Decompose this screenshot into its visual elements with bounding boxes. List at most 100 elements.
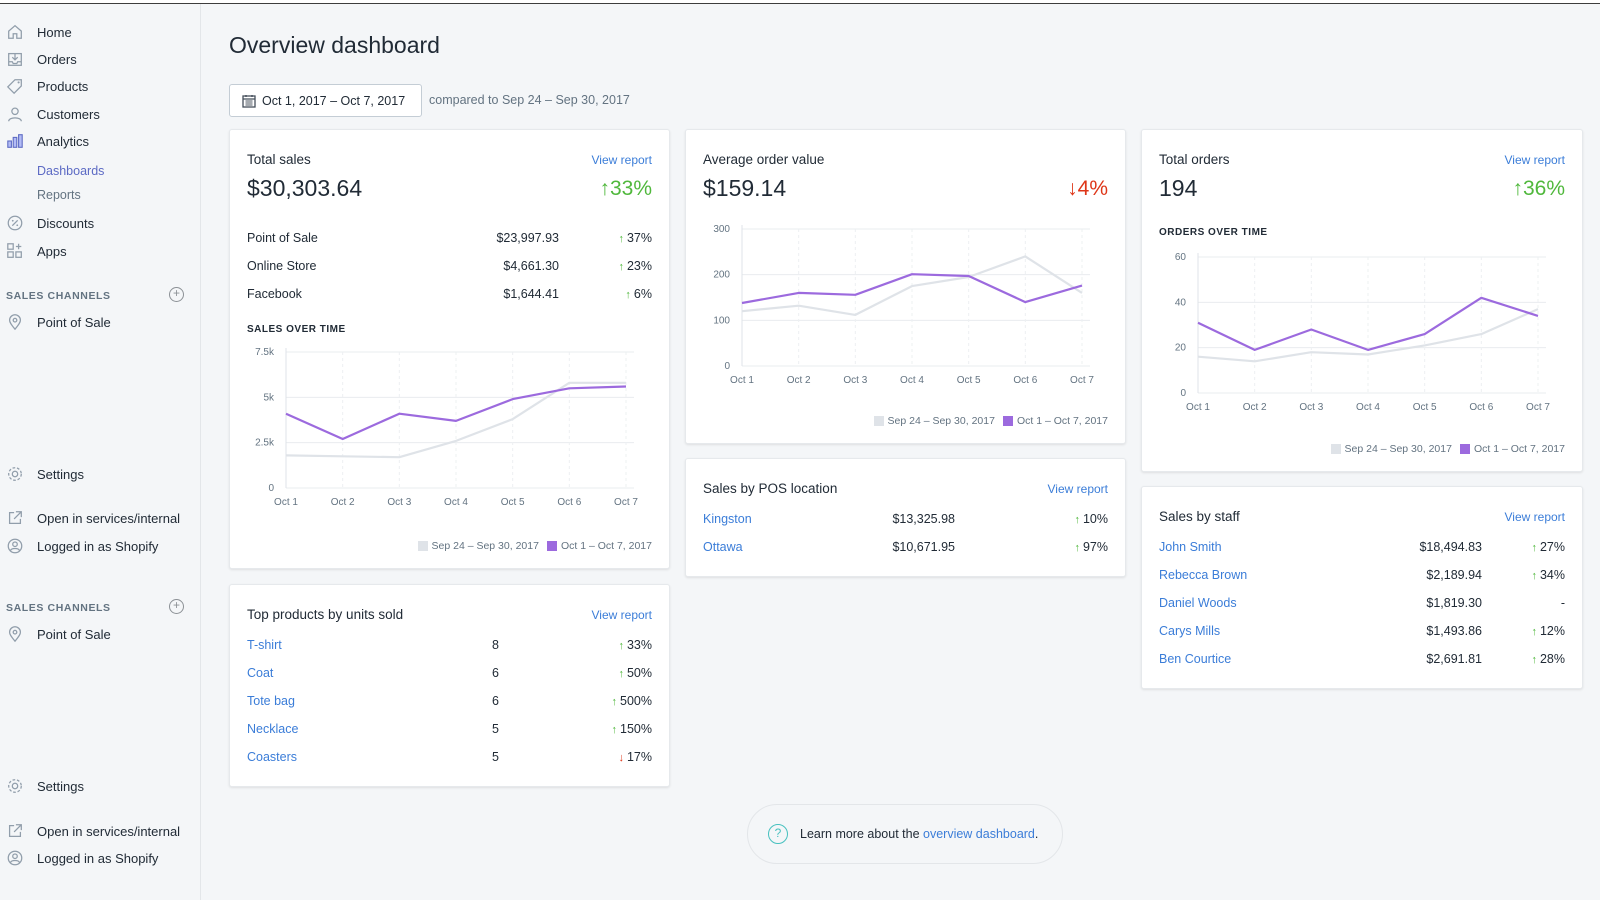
row-pct-value: 150% [620, 722, 652, 736]
gear-icon [5, 464, 25, 484]
x-tick-label: Oct 7 [1526, 402, 1550, 413]
nav-dashboards[interactable]: Dashboards [37, 164, 105, 178]
total-sales-change: ↑33% [599, 177, 652, 201]
nav-discounts[interactable]: Discounts [0, 211, 94, 235]
row-value: $1,819.30 [1426, 596, 1482, 610]
row-name-link[interactable]: Coat [247, 666, 274, 680]
row-pct: ↑ 150% [612, 722, 652, 736]
tag-icon [5, 76, 25, 96]
gear-icon [5, 776, 25, 796]
nav-logged-in-2[interactable]: Logged in as Shopify [0, 846, 158, 870]
x-tick-label: Oct 4 [444, 497, 468, 508]
window-top-border [0, 0, 1600, 4]
x-tick-label: Oct 6 [1469, 402, 1493, 413]
row-pct: ↑ 97% [1074, 540, 1108, 554]
row-name-link[interactable]: Necklace [247, 722, 299, 736]
date-range-label: Oct 1, 2017 – Oct 7, 2017 [262, 93, 406, 108]
sales-row-value: $23,997.93 [496, 231, 559, 245]
row-pct: ↑ 34% [1531, 568, 1565, 582]
home-icon [5, 22, 25, 42]
row-value: $10,671.95 [892, 540, 955, 554]
nav-point-of-sale[interactable]: Point of Sale [0, 310, 111, 334]
nav-logged-in[interactable]: Logged in as Shopify [0, 534, 158, 558]
row-name-link[interactable]: Daniel Woods [1159, 596, 1237, 610]
row-name-link[interactable]: Ben Courtice [1159, 652, 1232, 666]
row-name-link[interactable]: John Smith [1159, 540, 1222, 554]
total-orders-view-report[interactable]: View report [1504, 153, 1565, 167]
row-name-link[interactable]: Ottawa [703, 540, 743, 554]
nav-products[interactable]: Products [0, 74, 88, 98]
nav-customers[interactable]: Customers [0, 102, 100, 126]
row-name-link[interactable]: Carys Mills [1159, 624, 1221, 638]
legend-curr-label: Oct 1 – Oct 7, 2017 [1473, 443, 1565, 455]
row-name-link[interactable]: T-shirt [247, 638, 282, 652]
pos-view-report[interactable]: View report [1047, 482, 1108, 496]
user-circle-icon [5, 536, 25, 556]
add-channel-icon[interactable]: + [169, 287, 184, 302]
total-sales-card: Total sales View report $30,303.64 ↑33% … [229, 129, 670, 569]
row-name-link[interactable]: Rebecca Brown [1159, 568, 1248, 582]
arrow-up-icon: ↑ [618, 640, 624, 652]
row-pct: ↑ 28% [1531, 652, 1565, 666]
row-pct: ↑ 27% [1531, 540, 1565, 554]
total-sales-view-report[interactable]: View report [591, 153, 652, 167]
x-tick-label: Oct 6 [557, 497, 581, 508]
y-tick-label: 60 [1175, 252, 1187, 263]
arrow-up-icon: ↑ [611, 696, 618, 708]
y-tick-label: 100 [713, 315, 730, 326]
y-tick-label: 0 [1180, 388, 1186, 399]
overview-dashboard-link[interactable]: overview dashboard [923, 827, 1035, 841]
nav-open-internal-label: Open in services/internal [37, 510, 181, 526]
nav-settings-label-2: Settings [37, 778, 84, 794]
apps-icon [5, 241, 25, 261]
date-range-button[interactable]: Oct 1, 2017 – Oct 7, 2017 [229, 84, 422, 117]
nav-orders[interactable]: Orders [0, 47, 77, 71]
x-tick-label: Oct 2 [331, 497, 355, 508]
nav-open-internal-2[interactable]: Open in services/internal [0, 819, 180, 843]
arrow-up-icon: ↑ [618, 668, 624, 680]
x-tick-label: Oct 3 [843, 375, 867, 386]
sales-row-value: $1,644.41 [503, 287, 559, 301]
row-pct-value: 97% [1082, 540, 1108, 554]
nav-open-internal[interactable]: Open in services/internal [0, 506, 180, 530]
nav-open-internal-label-2: Open in services/internal [37, 823, 181, 839]
nav-analytics[interactable]: Analytics [0, 129, 89, 153]
series-curr-line [741, 273, 1083, 305]
y-tick-label: 20 [1175, 343, 1187, 354]
total-sales-title: Total sales [247, 152, 311, 167]
compare-text: compared to Sep 24 – Sep 30, 2017 [429, 93, 630, 107]
row-name-link[interactable]: Tote bag [247, 694, 295, 708]
help-footer: ? Learn more about the overview dashboar… [747, 804, 1063, 864]
row-name-link[interactable]: Kingston [703, 512, 752, 526]
nav-apps[interactable]: Apps [0, 239, 67, 263]
x-tick-label: Oct 3 [1299, 402, 1323, 413]
legend-swatch-prev [873, 416, 884, 426]
nav-point-of-sale-2[interactable]: Point of Sale [0, 622, 111, 646]
orders-over-time-label: ORDERS OVER TIME [1159, 227, 1268, 238]
legend-prev-label: Sep 24 – Sep 30, 2017 [1344, 443, 1452, 455]
arrow-up-icon: ↑ [1531, 542, 1537, 554]
add-channel-icon-2[interactable]: + [169, 599, 184, 614]
staff-view-report[interactable]: View report [1504, 510, 1565, 524]
nav-settings[interactable]: Settings [0, 462, 84, 486]
aov-chart: 0 100 200 300 Oct 1 Oct 2 Oct 3 Oct 4 Oct 5 Oct 6… [713, 224, 1094, 386]
question-icon: ? [768, 824, 788, 844]
orders-over-time-chart: 0 20 40 60 Oct 1 Oct 2 Oct 3 Oct 4 Oct 5 Oct 6 Oct… [1175, 252, 1551, 413]
user-circle-icon [5, 848, 25, 868]
top-products-view-report[interactable]: View report [591, 608, 652, 622]
sales-over-time-label: SALES OVER TIME [247, 324, 346, 335]
total-sales-change-value: 33% [609, 177, 652, 200]
row-name-link[interactable]: Coasters [247, 750, 298, 764]
nav-settings-2[interactable]: Settings [0, 774, 84, 798]
row-value: $2,189.94 [1426, 568, 1482, 582]
y-tick-label: 200 [713, 270, 730, 281]
x-tick-label: Oct 2 [1243, 402, 1267, 413]
aov-card: Average order value $159.14 ↓4% 0 100 200 3… [685, 129, 1126, 444]
sales-row-pct-value: 37% [626, 231, 652, 245]
nav-home[interactable]: Home [0, 20, 72, 44]
nav-reports[interactable]: Reports [37, 188, 81, 202]
sales-row-pct: ↑ 23% [618, 259, 652, 273]
row-value: 8 [492, 638, 499, 652]
aov-value: $159.14 [703, 175, 787, 201]
row-pct: ↑ 500% [612, 694, 652, 708]
